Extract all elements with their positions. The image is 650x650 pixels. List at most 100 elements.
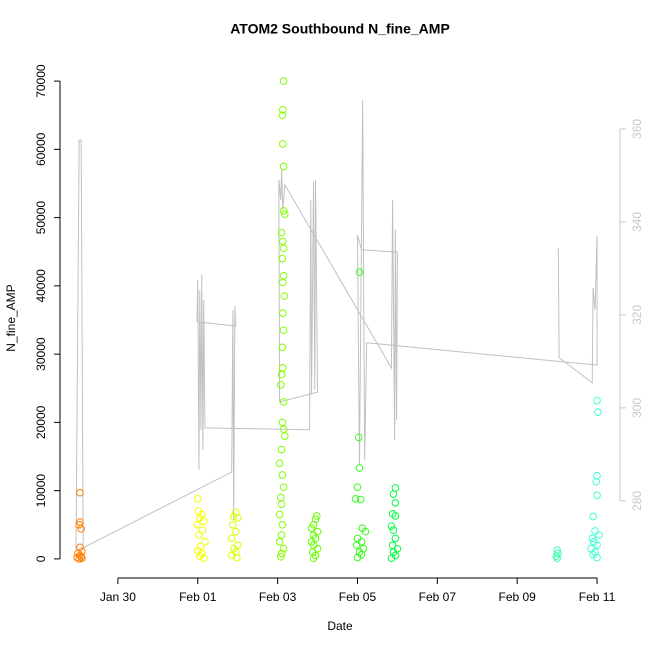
data-point [279, 363, 287, 372]
data-point [233, 553, 241, 562]
data-point [593, 471, 601, 480]
data-point [313, 527, 322, 536]
data-point [391, 484, 400, 492]
data-point [391, 551, 400, 560]
y-tick-label: 30000 [34, 337, 48, 371]
data-point [593, 541, 601, 550]
data-point [389, 526, 398, 535]
data-point [387, 554, 396, 563]
data-point [353, 534, 362, 543]
data-point [354, 433, 363, 442]
data-point [73, 553, 81, 562]
y-axis-label: N_fine_AMP [4, 284, 18, 351]
data-point [277, 370, 286, 379]
data-point [587, 544, 595, 553]
data-point [277, 553, 285, 561]
data-point [195, 552, 204, 560]
y2-tick-label: 280 [630, 491, 644, 511]
data-point [278, 418, 287, 427]
data-point [589, 512, 597, 521]
chart-title: ATOM2 Southbound N_fine_AMP [230, 21, 450, 37]
data-point [193, 495, 202, 503]
data-point [279, 105, 287, 114]
x-tick-label: Feb 07 [419, 590, 457, 604]
data-point [593, 396, 601, 405]
data-point [277, 445, 286, 454]
data-point [391, 499, 400, 507]
data-point [279, 140, 287, 148]
data-point [280, 292, 289, 300]
data-point [278, 111, 287, 120]
data-point [280, 210, 289, 219]
data-point [278, 254, 287, 263]
data-point [355, 464, 364, 472]
y2-tick-label: 320 [630, 305, 644, 325]
data-point [76, 488, 84, 497]
data-point [278, 520, 287, 529]
data-point [389, 490, 398, 498]
data-point [353, 553, 362, 562]
data-point [193, 520, 201, 529]
data-point [279, 483, 288, 492]
data-point [75, 520, 83, 529]
y-tick-label: 70000 [34, 64, 48, 98]
data-point [275, 538, 284, 546]
data-point [280, 432, 289, 440]
x-tick-label: Feb 03 [259, 590, 297, 604]
data-point [309, 554, 318, 563]
y2-tick-label: 360 [630, 119, 644, 139]
data-point [277, 549, 286, 558]
data-point [198, 526, 207, 535]
data-point [312, 512, 321, 520]
data-point [278, 471, 287, 479]
data-point [277, 500, 286, 509]
data-point [199, 554, 208, 563]
y-tick-label: 0 [34, 555, 48, 562]
y2-tick-label: 300 [630, 398, 644, 418]
data-point [387, 522, 396, 530]
data-point [553, 554, 561, 563]
data-point [594, 408, 602, 416]
data-point [279, 271, 288, 280]
x-tick-label: Feb 05 [339, 590, 377, 604]
data-point [277, 531, 286, 539]
data-point [311, 515, 320, 524]
data-point [279, 544, 288, 553]
data-point [357, 538, 366, 546]
data-point [201, 538, 209, 546]
data-point [279, 162, 288, 171]
data-point [313, 544, 322, 553]
data-point [279, 398, 288, 406]
data-point [593, 491, 601, 500]
y-tick-label: 50000 [34, 201, 48, 235]
data-point [391, 512, 400, 520]
data-point [227, 551, 236, 560]
data-point [393, 544, 402, 553]
x-tick-label: Jan 30 [100, 590, 136, 604]
data-point [278, 343, 287, 352]
y-tick-label: 10000 [34, 474, 48, 508]
data-point [592, 477, 601, 486]
data-point [357, 550, 366, 559]
data-point [277, 381, 285, 389]
data-point [279, 77, 288, 85]
x-tick-label: Feb 01 [179, 590, 217, 604]
data-point [76, 543, 84, 552]
data-point [77, 553, 85, 561]
data-point [227, 534, 236, 543]
data-point [233, 514, 242, 522]
data-point [277, 228, 286, 237]
data-point [195, 531, 203, 539]
data-point [231, 527, 240, 536]
y-tick-label: 60000 [34, 132, 48, 166]
data-point [388, 541, 397, 550]
data-point [275, 510, 284, 519]
data-point [199, 517, 208, 526]
data-point [77, 525, 85, 533]
data-point [359, 544, 368, 553]
data-point [279, 278, 287, 287]
y-tick-label: 20000 [34, 405, 48, 439]
data-point [279, 309, 287, 317]
data-point [78, 554, 86, 563]
